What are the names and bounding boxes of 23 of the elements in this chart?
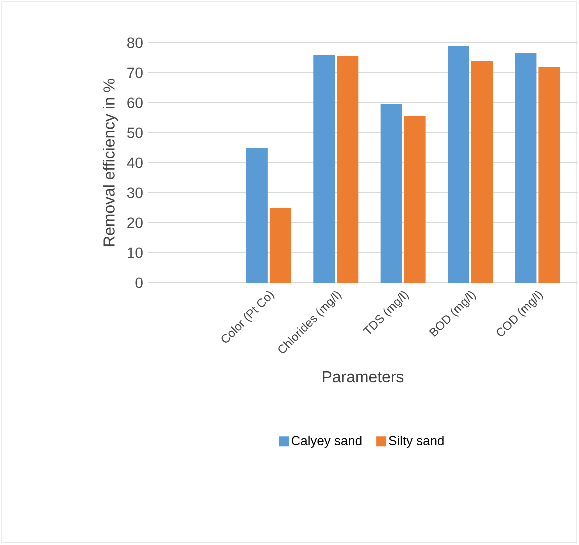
y-tick-label: 10 xyxy=(128,248,143,258)
bar xyxy=(538,66,560,283)
bar xyxy=(404,116,426,283)
y-tick-label: 0 xyxy=(136,278,143,288)
x-axis-title: Parameters xyxy=(323,372,404,383)
bar xyxy=(380,104,402,283)
legend-label: Calyey sand xyxy=(292,436,362,448)
bar xyxy=(314,54,336,283)
y-tick-label: 70 xyxy=(128,68,143,78)
y-tick-label: 80 xyxy=(128,38,143,48)
bar xyxy=(448,46,470,283)
y-axis-title: Removal efficiency in % xyxy=(103,79,118,246)
bar xyxy=(270,208,292,283)
y-tick-label: 60 xyxy=(128,98,143,108)
y-tick-label: 40 xyxy=(127,158,143,168)
bar xyxy=(337,56,359,283)
bar xyxy=(515,53,537,283)
y-tick-label: 50 xyxy=(127,128,143,138)
y-tick-label: 20 xyxy=(128,218,143,228)
bar xyxy=(472,60,494,283)
bar xyxy=(246,148,268,283)
legend-label: Silty sand xyxy=(389,436,444,448)
y-tick-label: 30 xyxy=(127,188,143,198)
